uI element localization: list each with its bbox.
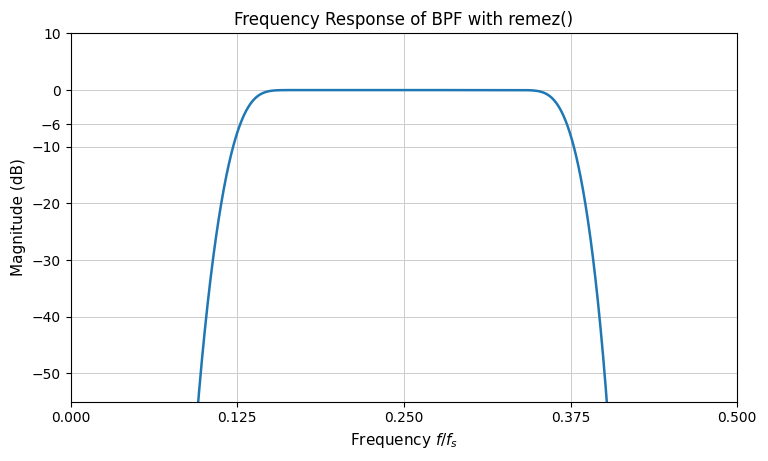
- Title: Frequency Response of BPF with remez(): Frequency Response of BPF with remez(): [234, 11, 574, 29]
- Y-axis label: Magnitude (dB): Magnitude (dB): [11, 159, 26, 277]
- X-axis label: Frequency $f/f_s$: Frequency $f/f_s$: [349, 431, 458, 450]
